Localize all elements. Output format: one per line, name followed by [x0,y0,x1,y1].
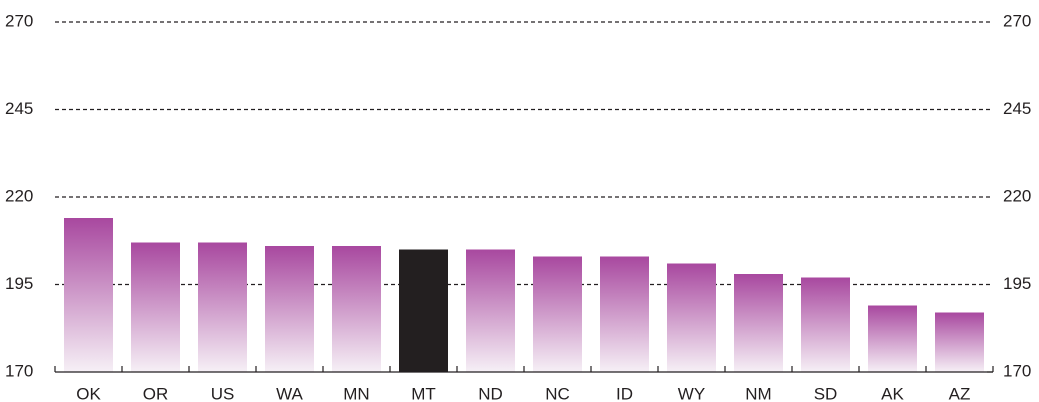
bar [667,263,716,372]
bar [935,312,984,372]
x-tick-label: NM [745,384,771,402]
bar [64,218,113,372]
x-tick-label: OR [143,384,169,402]
bar [399,249,448,372]
bar [533,256,582,372]
x-tick-label: MT [411,384,436,402]
bar [332,246,381,372]
x-tick-label: AK [881,384,904,402]
x-tick-label: ID [616,384,633,402]
y2-tick-label: 170 [1003,361,1031,380]
x-tick-label: SD [814,384,838,402]
y2-tick-label: 195 [1003,274,1031,293]
x-tick-label: WA [276,384,303,402]
y-tick-label: 270 [5,11,33,30]
y-tick-label: 170 [5,361,33,380]
x-tick-label: MN [343,384,369,402]
bar [868,305,917,372]
bar [801,277,850,372]
bar [466,249,515,372]
x-tick-label: NC [545,384,570,402]
bar [265,246,314,372]
x-tick-label: WY [678,384,705,402]
x-tick-label: ND [478,384,503,402]
y2-tick-label: 270 [1003,11,1031,30]
bar [734,274,783,372]
y-tick-label: 195 [5,274,33,293]
x-tick-label: AZ [949,384,971,402]
x-tick-label: OK [76,384,101,402]
y-tick-label: 245 [5,99,33,118]
bar [600,256,649,372]
bar [131,242,180,372]
x-tick-label: US [211,384,235,402]
y-tick-label: 220 [5,186,33,205]
y2-tick-label: 220 [1003,186,1031,205]
y2-tick-label: 245 [1003,99,1031,118]
bar [198,242,247,372]
